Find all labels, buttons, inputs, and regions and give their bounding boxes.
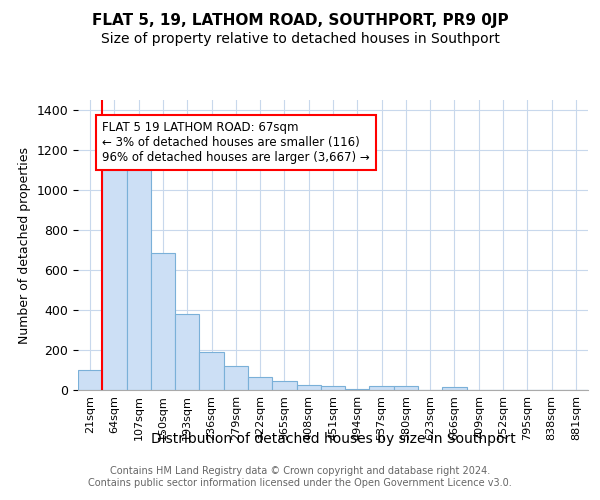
Bar bbox=[442, 387, 467, 390]
Bar bbox=[370, 386, 394, 390]
Bar bbox=[224, 366, 248, 390]
Text: FLAT 5, 19, LATHOM ROAD, SOUTHPORT, PR9 0JP: FLAT 5, 19, LATHOM ROAD, SOUTHPORT, PR9 … bbox=[92, 12, 508, 28]
Text: FLAT 5 19 LATHOM ROAD: 67sqm
← 3% of detached houses are smaller (116)
96% of de: FLAT 5 19 LATHOM ROAD: 67sqm ← 3% of det… bbox=[102, 121, 370, 164]
Bar bbox=[127, 170, 151, 390]
Text: Distribution of detached houses by size in Southport: Distribution of detached houses by size … bbox=[151, 432, 515, 446]
Bar bbox=[248, 377, 272, 390]
Bar bbox=[175, 314, 199, 390]
Bar bbox=[151, 253, 175, 390]
Y-axis label: Number of detached properties: Number of detached properties bbox=[18, 146, 31, 344]
Bar bbox=[345, 389, 370, 390]
Bar bbox=[394, 386, 418, 390]
Bar bbox=[296, 385, 321, 390]
Bar bbox=[78, 370, 102, 390]
Bar bbox=[272, 381, 296, 390]
Text: Contains HM Land Registry data © Crown copyright and database right 2024.
Contai: Contains HM Land Registry data © Crown c… bbox=[88, 466, 512, 487]
Bar bbox=[102, 170, 127, 390]
Text: Size of property relative to detached houses in Southport: Size of property relative to detached ho… bbox=[101, 32, 499, 46]
Bar bbox=[321, 386, 345, 390]
Bar bbox=[199, 352, 224, 390]
